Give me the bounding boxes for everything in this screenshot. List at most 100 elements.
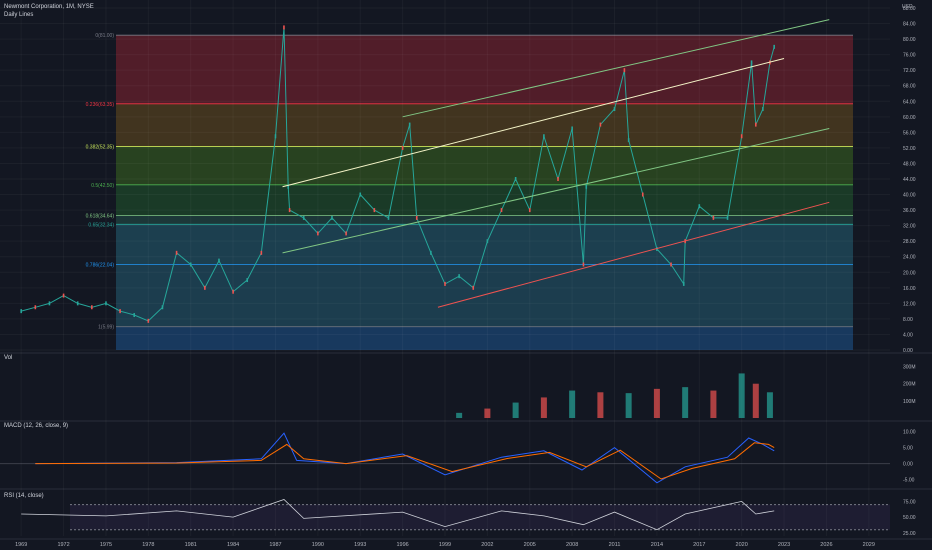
- time-axis-tick: 1978: [142, 542, 154, 548]
- axes: 88.00 84.00 80.00 76.00 72.00 68.00 64.00 60.00…: [15, 6, 916, 548]
- price-candle: [20, 309, 22, 314]
- price-candle: [105, 301, 107, 306]
- price-candle: [34, 305, 37, 310]
- trend-channels[interactable]: [282, 19, 830, 308]
- pane-backgrounds: [0, 352, 932, 540]
- price-candle: [345, 231, 347, 236]
- price-candle: [175, 250, 178, 255]
- fibonacci-retracement[interactable]: 0(81.00) 0.236(63.35) 0.382(52.35) 0.5(42.5…: [86, 33, 853, 350]
- price-candle: [571, 126, 573, 131]
- pane-axis-tick: -5.00: [903, 478, 915, 484]
- rsi-pane-title: RSI (14, close): [4, 493, 44, 499]
- price-axis-tick: 0.00: [903, 348, 913, 354]
- price-candle: [472, 285, 475, 290]
- price-axis-tick: 44.00: [903, 177, 916, 183]
- price-axis-tick: 84.00: [903, 22, 916, 28]
- fib-level-label: 0.618(34.64): [86, 213, 115, 219]
- price-candle: [204, 285, 206, 290]
- price-candle: [274, 134, 277, 139]
- price-candle: [401, 145, 404, 150]
- price-candle: [740, 134, 743, 139]
- fib-band: [116, 35, 853, 104]
- price-candle: [543, 134, 545, 139]
- price-candle: [260, 250, 263, 255]
- fib-level-label: 0.382(52.35): [86, 145, 115, 151]
- time-axis-tick: 2014: [651, 542, 663, 548]
- time-axis-tick: 2029: [863, 542, 875, 548]
- pane-axis-tick: 75.00: [903, 499, 916, 505]
- macd-line: [35, 442, 775, 480]
- price-candle: [133, 313, 136, 318]
- time-axis-tick: 1990: [312, 542, 324, 548]
- time-axis-tick: 2017: [693, 542, 705, 548]
- price-candle: [599, 122, 602, 127]
- time-axis-tick: 1999: [439, 542, 451, 548]
- time-axis-tick: 1975: [100, 542, 112, 548]
- price-candle: [76, 301, 79, 306]
- price-candle: [288, 208, 291, 213]
- volume-pane: [456, 373, 773, 418]
- fib-level-label: 0.65(32.34): [88, 222, 114, 228]
- price-axis-tick: 56.00: [903, 130, 916, 136]
- price-candle: [726, 215, 729, 220]
- time-axis-tick: 1987: [269, 542, 281, 548]
- volume-bar: [540, 397, 547, 418]
- price-axis-tick: 88.00: [903, 6, 916, 12]
- price-series: [20, 25, 775, 323]
- price-candle: [486, 239, 489, 244]
- price-candle: [500, 208, 503, 213]
- price-candle: [189, 262, 192, 267]
- price-axis-tick: 32.00: [903, 224, 916, 230]
- trend-channel-line: [282, 58, 785, 188]
- study-title: Daily Lines: [4, 12, 34, 18]
- price-candle: [119, 309, 121, 314]
- volume-bar: [766, 392, 773, 418]
- pane-axis-tick: 100M: [903, 399, 916, 405]
- price-candle: [762, 107, 764, 112]
- price-candle: [613, 107, 616, 112]
- volume-bar: [625, 393, 632, 418]
- trend-channel-line: [437, 201, 830, 308]
- fib-level-label: 0.236(63.35): [86, 102, 115, 108]
- price-axis-tick: 4.00: [903, 332, 913, 338]
- price-axis-tick: 64.00: [903, 99, 916, 105]
- time-axis-tick: 2011: [609, 542, 621, 548]
- time-axis-tick: 2008: [566, 542, 578, 548]
- trend-channel-line: [282, 127, 830, 254]
- price-candle: [750, 60, 753, 65]
- fib-band: [116, 326, 853, 350]
- macd-line: [35, 432, 775, 484]
- volume-bar: [738, 373, 745, 418]
- price-axis-tick: 36.00: [903, 208, 916, 214]
- time-axis-tick: 1981: [185, 542, 197, 548]
- rsi-pane: [21, 499, 890, 531]
- fib-band: [116, 146, 853, 185]
- price-candle: [218, 258, 220, 263]
- volume-bar: [752, 383, 759, 418]
- price-axis-tick: 24.00: [903, 255, 916, 261]
- price-candle: [48, 301, 51, 306]
- time-axis-tick: 1984: [227, 542, 239, 548]
- price-candle: [773, 44, 775, 49]
- price-candle: [641, 192, 644, 197]
- price-candle: [331, 215, 333, 220]
- price-candle: [317, 231, 319, 236]
- trend-channel-line: [402, 19, 830, 118]
- volume-bar: [597, 392, 604, 418]
- currency-label: USD: [902, 4, 913, 10]
- price-candle: [582, 262, 585, 267]
- price-candle: [682, 281, 685, 286]
- price-candle: [754, 122, 757, 127]
- fib-level-label: 0.786(22.04): [86, 262, 115, 268]
- price-candle: [712, 215, 715, 220]
- fib-band: [116, 264, 853, 327]
- time-axis-tick: 2023: [778, 542, 790, 548]
- price-candle: [246, 278, 249, 283]
- price-candle: [444, 281, 446, 286]
- price-candle: [557, 177, 559, 181]
- price-axis-tick: 80.00: [903, 37, 916, 43]
- symbol-title: Newmont Corporation, 1M, NYSE: [4, 4, 94, 10]
- price-candle: [147, 318, 150, 323]
